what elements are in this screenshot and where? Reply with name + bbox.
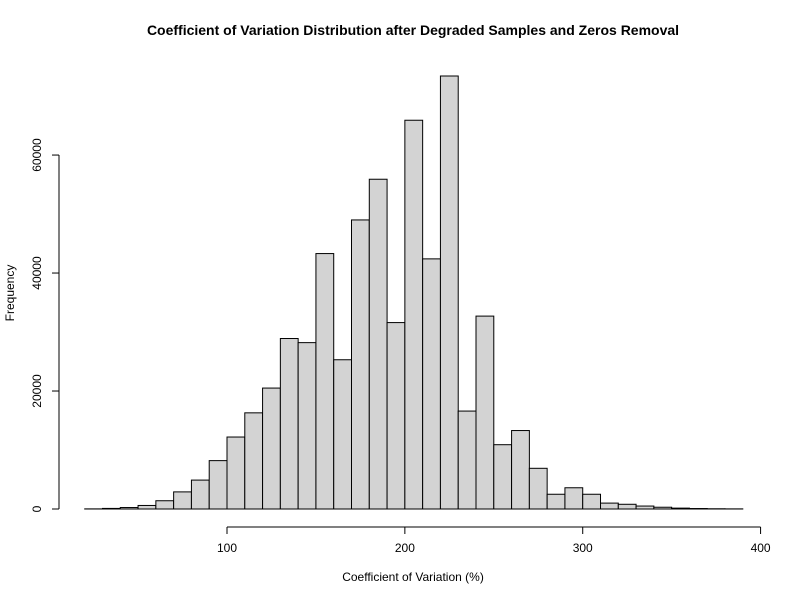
histogram-bar <box>475 315 495 510</box>
histogram-bar <box>564 487 584 510</box>
histogram-bar <box>173 491 192 510</box>
bars-group <box>84 75 744 510</box>
histogram-bar <box>386 322 406 510</box>
histogram-bar <box>315 253 335 510</box>
histogram-bar <box>279 338 299 510</box>
histogram-bar <box>617 503 637 510</box>
histogram-bar <box>244 412 264 510</box>
y-tick-label: 0 <box>30 505 44 512</box>
histogram-bar <box>653 506 673 510</box>
y-tick-label: 20000 <box>30 374 44 408</box>
histogram-bar <box>404 119 424 510</box>
histogram-bar <box>439 75 459 510</box>
x-axis-label: Coefficient of Variation (%) <box>342 570 484 584</box>
histogram-bar <box>137 504 157 510</box>
histogram-bar <box>155 500 175 510</box>
histogram-bar <box>493 444 513 510</box>
histogram-bar <box>528 467 548 510</box>
histogram-bar <box>333 359 353 510</box>
x-tick-label: 300 <box>573 541 593 555</box>
x-tick-label: 200 <box>395 541 415 555</box>
y-axis: 0 20000 40000 60000 <box>30 138 60 512</box>
histogram-bar <box>190 479 210 510</box>
histogram-bar <box>511 430 530 510</box>
y-axis-label: Frequency <box>3 265 17 322</box>
histogram-bar <box>457 410 477 510</box>
y-tick-label: 40000 <box>30 256 44 290</box>
histogram-bar <box>600 502 619 510</box>
histogram-bar <box>102 507 121 510</box>
histogram-bar <box>208 460 228 510</box>
histogram-bar <box>635 505 655 510</box>
histogram-bar <box>582 493 602 510</box>
histogram-bar <box>262 387 281 510</box>
histogram-bar <box>119 507 139 510</box>
histogram-bar <box>368 178 388 510</box>
histogram-bar <box>226 436 246 510</box>
x-tick-label: 100 <box>217 541 237 555</box>
x-tick-label: 400 <box>751 541 771 555</box>
histogram-bar <box>297 342 317 510</box>
x-axis: 100 200 300 400 <box>217 526 771 555</box>
histogram-bar <box>422 258 441 510</box>
histogram-bar <box>546 493 566 510</box>
histogram-bar <box>351 219 370 510</box>
histogram-bar <box>671 507 690 510</box>
y-tick-label: 60000 <box>30 138 44 172</box>
chart-title: Coefficient of Variation Distribution af… <box>147 22 679 38</box>
